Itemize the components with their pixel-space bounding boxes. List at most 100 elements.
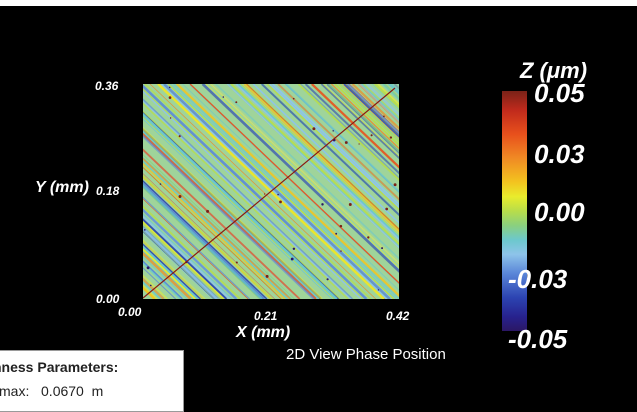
surface-speck [279,200,282,204]
surface-speck [263,193,266,195]
surface-streak [143,130,320,299]
surface-speck [370,134,373,137]
surface-streak [172,84,399,299]
surface-speck [358,143,360,145]
surface-streak [163,84,391,299]
surface-streak [143,118,333,299]
surface-speck [235,101,238,104]
surface-streak [358,84,399,124]
surface-streak [143,183,263,299]
surface-streak [143,166,283,299]
surface-streak [143,134,315,299]
surface-streak [143,260,183,299]
surface-streak [143,243,201,299]
window-top-edge [0,0,637,6]
params-title: hness Parameters: [0,359,119,375]
surface-streak [143,255,188,299]
surface-speck [321,203,324,206]
surface-streak [215,84,399,260]
surface-streak [230,84,399,246]
surface-streak [160,84,388,299]
surface-streak [143,242,203,299]
surface-streak [143,127,323,299]
surface-speck [326,278,329,281]
surface-speck [206,209,210,213]
surface-streak [143,154,295,299]
colorbar-tick-high: 0.03 [534,139,585,169]
y-axis-label: Y (mm) [35,179,89,196]
surface-speck [335,232,338,235]
surface-streak [165,84,393,299]
surface-streak [143,90,362,299]
surface-streak [143,227,218,299]
surface-streak [143,99,352,299]
surface-speck [292,247,296,251]
y-tick-mid: 0.18 [96,184,120,198]
surface-speck [381,247,384,250]
colorbar-tick-zero: 0.00 [534,197,585,227]
surface-streak [189,84,399,284]
surface-streak [268,84,399,209]
surface-streak [285,84,399,193]
surface-streak [143,196,251,299]
surface-speck [178,135,181,138]
surface-speck [277,193,279,196]
surface-streak [143,112,338,299]
surface-streak [167,84,395,299]
colorbar-tick-max: 0.05 [534,78,585,108]
surface-streak [237,84,399,239]
surface-streak [143,98,354,299]
surface-speck [292,97,295,100]
surface-streak [235,84,399,241]
surface-speck [312,127,316,131]
surface-speck [340,250,342,252]
surface-streak [343,84,399,138]
profile-line [143,87,396,299]
surface-streak [252,84,399,224]
surface-height-map[interactable] [143,84,399,299]
surface-speck [367,236,370,239]
surface-streak [143,84,368,299]
surface-streak [143,198,249,299]
stripe-texture [143,84,399,299]
surface-streak [277,84,399,201]
params-row-label: max: [0,383,30,399]
surface-streak [322,84,399,158]
surface-streak [271,84,399,206]
surface-speck [344,141,348,144]
surface-streak [143,247,197,299]
surface-streak [201,84,399,273]
surface-speck [168,96,172,99]
surface-speck [389,136,393,139]
surface-streak [143,180,268,299]
surface-streak [143,132,317,299]
surface-streak [311,84,399,169]
surface-streak [143,187,260,299]
surface-streak [327,84,399,153]
surface-streak [261,84,399,217]
surface-streak [143,218,228,299]
surface-streak [175,84,399,298]
x-axis-label: X (mm) [236,324,291,341]
surface-streak [143,240,204,299]
surface-streak [169,84,397,299]
surface-streak [320,84,399,160]
surface-streak [143,88,364,299]
surface-speck [143,229,146,231]
surface-streak [143,148,301,299]
surface-speck [178,195,182,198]
surface-streak [143,251,192,299]
colorbar-tick-min: -0.05 [508,324,568,354]
surface-streak [334,84,399,147]
surface-streak [341,84,399,139]
surface-speck [339,224,343,228]
y-tick-top: 0.36 [95,79,119,93]
colorbar-tick-low: -0.03 [508,264,568,294]
surface-streak [182,84,399,291]
surface-streak [348,84,399,133]
surface-streak [143,208,238,299]
surface-streak [143,214,232,299]
x-tick-right: 0.42 [386,309,410,323]
surface-streak [143,215,230,299]
y-tick-bottom: 0.00 [96,292,120,306]
